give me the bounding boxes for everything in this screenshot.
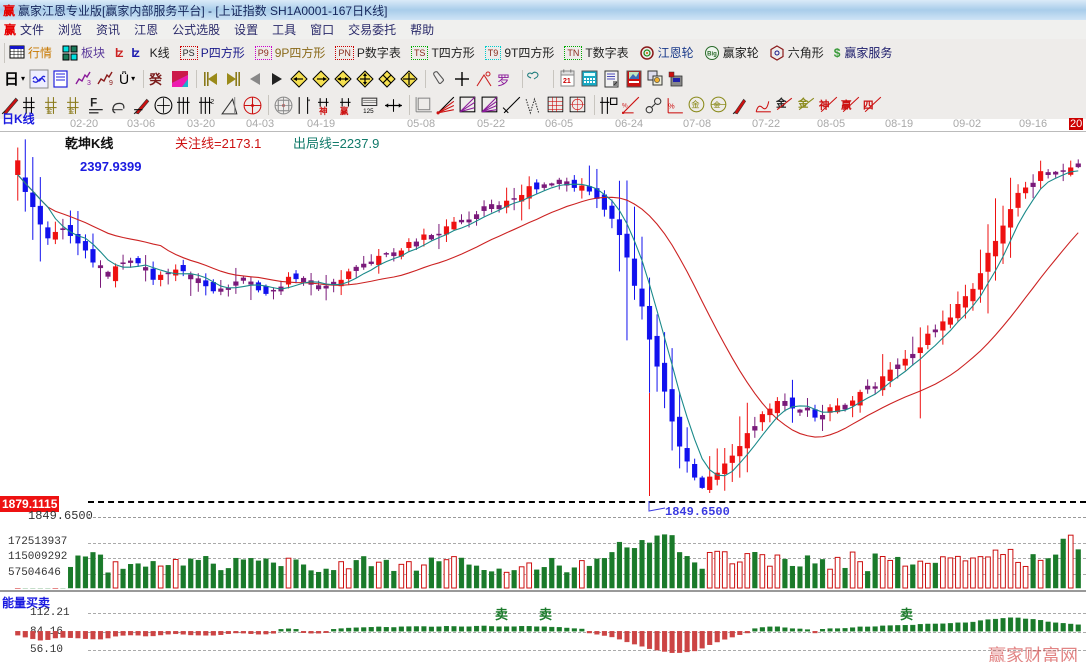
- svg-text:赢: 赢: [340, 105, 349, 115]
- svg-text:2: 2: [211, 98, 215, 105]
- svg-text:125: 125: [363, 107, 374, 114]
- svg-text:%: %: [622, 102, 628, 109]
- svg-text:%: %: [668, 101, 675, 110]
- svg-text:罗: 罗: [497, 73, 510, 88]
- svg-text:金: 金: [68, 105, 75, 114]
- svg-text:'': '': [308, 97, 311, 106]
- svg-text:金: 金: [46, 105, 53, 114]
- svg-text:Big: Big: [707, 51, 717, 57]
- svg-text:21: 21: [563, 78, 571, 85]
- svg-text:9: 9: [109, 80, 113, 87]
- svg-text:金: 金: [713, 100, 721, 109]
- svg-text:神: 神: [319, 105, 327, 115]
- svg-text:癸: 癸: [148, 72, 163, 87]
- svg-text:3: 3: [87, 80, 91, 87]
- svg-text:金: 金: [691, 99, 700, 109]
- svg-text:F: F: [90, 97, 97, 109]
